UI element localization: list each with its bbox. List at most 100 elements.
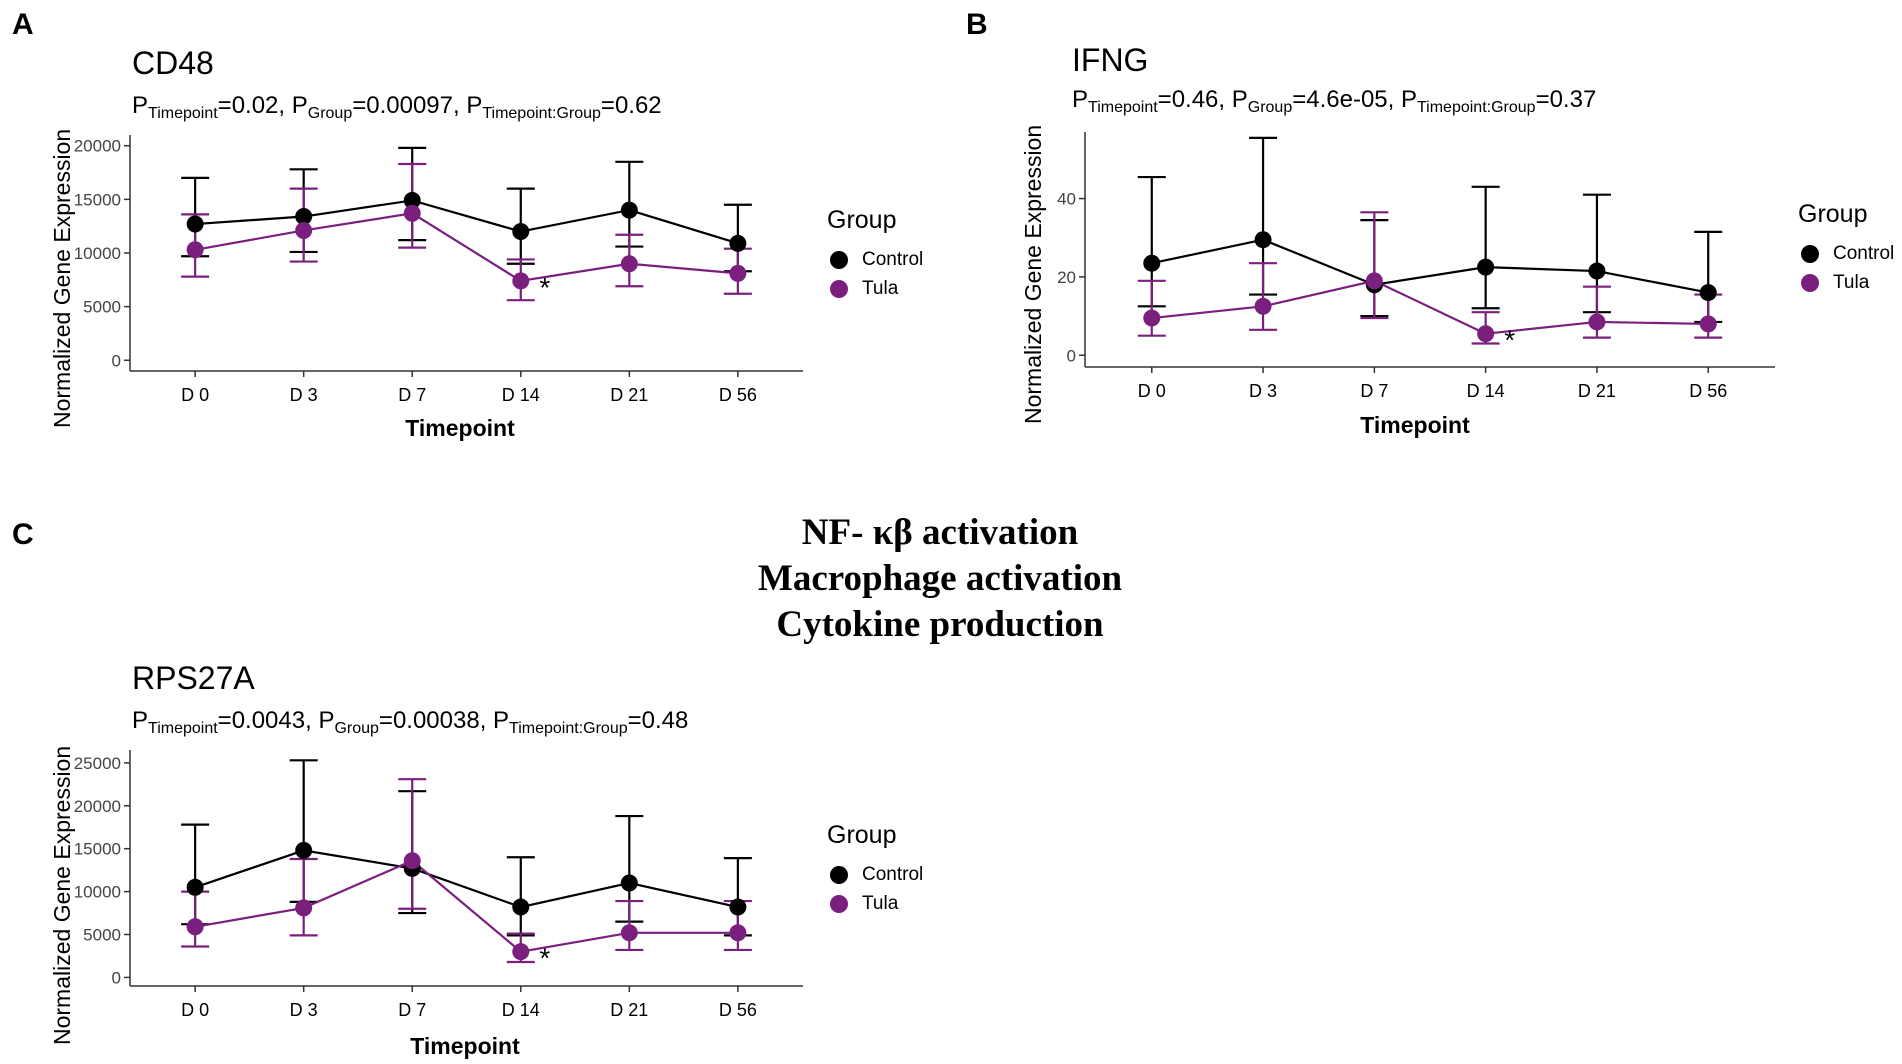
chart-title: CD48 — [132, 45, 214, 81]
x-tick-label: D 0 — [181, 385, 209, 405]
x-tick-label: D 7 — [398, 385, 426, 405]
x-tick-label: D 14 — [502, 1000, 540, 1020]
tula-point — [1699, 315, 1717, 333]
y-tick-label: 15000 — [74, 190, 121, 209]
y-tick-label: 0 — [112, 968, 121, 987]
tula-series-line — [1151, 279, 1709, 335]
y-tick-label: 0 — [112, 351, 121, 370]
tula-point — [729, 264, 747, 282]
tula-point — [1477, 325, 1495, 343]
p-values: PTimepoint=0.02, PGroup=0.00097, PTimepo… — [132, 92, 662, 122]
x-tick-label: D 56 — [1689, 381, 1727, 401]
tula-series-line — [194, 859, 738, 953]
control-point — [403, 191, 421, 209]
tula-dot-icon — [830, 279, 848, 298]
legend-item-tula: Tula — [827, 274, 923, 303]
pathway-line-2: Macrophage activation — [757, 558, 1123, 599]
x-tick-label: D 3 — [1249, 381, 1277, 401]
x-axis-label: Timepoint — [405, 415, 515, 441]
tula-point — [403, 852, 421, 870]
legend-item-control: Control — [1798, 239, 1894, 268]
significance-star: * — [1504, 325, 1515, 356]
control-point — [512, 223, 530, 241]
tula-point — [403, 204, 421, 222]
x-tick-label: D 7 — [1360, 381, 1388, 401]
y-tick-label: 25000 — [74, 754, 121, 773]
tula-point — [620, 924, 638, 942]
control-point — [1254, 231, 1272, 249]
control-series-line — [195, 199, 739, 245]
x-tick-label: D 56 — [719, 1000, 757, 1020]
control-point — [1143, 254, 1161, 272]
panel-letter-a: A — [12, 8, 34, 41]
x-tick-label: D 14 — [502, 385, 540, 405]
legend-item-tula: Tula — [1798, 268, 1894, 297]
panel-letter-b: B — [966, 8, 988, 41]
legend-title: Group — [827, 206, 897, 234]
legend-item-tula: Tula — [827, 889, 923, 918]
y-tick-label: 15000 — [74, 840, 121, 859]
y-tick-label: 10000 — [74, 883, 121, 902]
x-tick-label: D 56 — [719, 385, 757, 405]
x-tick-label: D 3 — [290, 1000, 318, 1020]
legend: Group Control Tula — [1798, 200, 1894, 297]
tula-dot-icon — [830, 894, 848, 913]
pathway-line-3: Cytokine production — [776, 604, 1104, 645]
control-point — [620, 874, 638, 892]
y-tick-label: 40 — [1057, 190, 1076, 209]
control-point — [1588, 262, 1606, 280]
tula-point — [1588, 313, 1606, 331]
control-series-line — [1151, 238, 1709, 294]
control-point — [295, 841, 313, 859]
x-axis-label: Timepoint — [410, 1033, 520, 1059]
control-point — [186, 878, 204, 896]
legend-title: Group — [827, 821, 897, 849]
significance-star: * — [539, 943, 550, 974]
x-tick-label: D 21 — [610, 1000, 648, 1020]
x-tick-label: D 14 — [1467, 381, 1505, 401]
p-values: PTimepoint=0.0043, PGroup=0.00038, PTime… — [132, 707, 689, 737]
control-point — [186, 215, 204, 233]
control-point — [1477, 258, 1495, 276]
x-tick-label: D 7 — [398, 1000, 426, 1020]
tula-point — [1254, 297, 1272, 315]
y-tick-label: 0 — [1067, 346, 1076, 365]
control-dot-icon — [1801, 244, 1819, 263]
tula-series-line — [194, 212, 738, 283]
x-tick-label: D 21 — [1578, 381, 1616, 401]
tula-point — [186, 241, 204, 259]
tula-point — [295, 221, 313, 239]
significance-star: * — [539, 272, 550, 303]
pathway-annotation: NF- κβ activation Macrophage activation … — [690, 510, 1190, 648]
tula-point — [295, 899, 313, 917]
legend-item-control: Control — [827, 245, 923, 274]
x-tick-label: D 21 — [610, 385, 648, 405]
control-point — [512, 898, 530, 916]
y-tick-label: 20000 — [74, 137, 121, 156]
control-point — [1699, 284, 1717, 302]
control-dot-icon — [830, 250, 848, 269]
y-tick-label: 20 — [1057, 268, 1076, 287]
y-tick-label: 5000 — [83, 298, 121, 317]
y-tick-label: 10000 — [74, 244, 121, 263]
tula-point — [1365, 272, 1383, 290]
control-point — [620, 201, 638, 219]
tula-point — [1143, 309, 1161, 327]
legend-title: Group — [1798, 200, 1868, 228]
tula-point — [729, 924, 747, 942]
legend: Group Control Tula — [827, 206, 923, 303]
chart-title: IFNG — [1072, 42, 1149, 78]
tula-point — [186, 918, 204, 936]
control-point — [295, 208, 313, 226]
tula-point — [620, 255, 638, 273]
control-series-line — [194, 849, 739, 909]
tula-point — [512, 943, 530, 961]
pathway-line-1: NF- κβ activation — [801, 512, 1079, 553]
x-tick-label: D 0 — [1138, 381, 1166, 401]
y-tick-label: 20000 — [74, 797, 121, 816]
control-dot-icon — [830, 865, 848, 884]
legend-item-control: Control — [827, 860, 923, 889]
